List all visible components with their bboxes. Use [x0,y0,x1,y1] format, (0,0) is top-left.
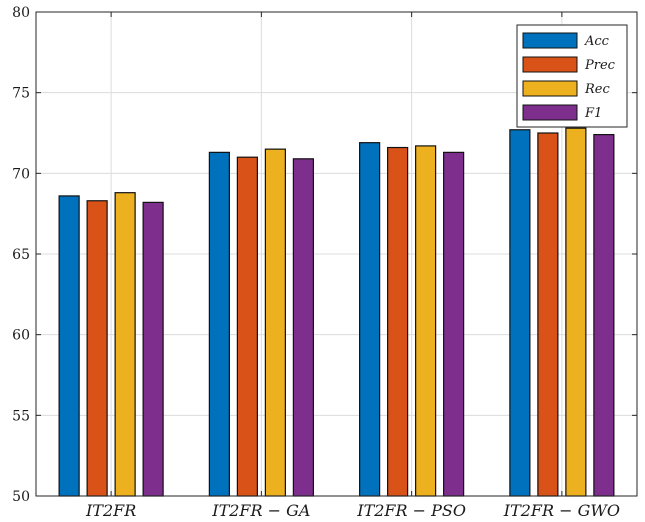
bar-acc-3 [509,129,531,497]
bar-acc-0 [58,195,80,497]
x-axis-tick-labels: IT2FR IT2FR − GA IT2FR − PSO IT2FR − GWO [85,501,620,520]
y-tick-label: 55 [12,408,30,424]
bar-f1-0 [142,201,164,497]
bar-rec-3 [565,127,587,497]
legend-label-prec: Prec [584,58,616,73]
x-tick-label: IT2FR − PSO [356,501,466,520]
bar-prec-1 [236,156,258,497]
bar-f1-1 [292,158,314,497]
y-tick-label: 70 [12,166,30,182]
x-tick-label: IT2FR [85,501,136,520]
legend-label-f1: F1 [584,106,602,121]
legend-swatch-f1 [522,104,578,121]
legend-swatch-rec [522,80,578,97]
y-tick-label: 80 [12,5,30,21]
y-tick-label: 50 [12,489,30,505]
legend: Acc Prec Rec F1 [516,24,628,128]
legend-label-rec: Rec [584,82,610,97]
y-axis-tick-labels: 50 55 60 65 70 75 80 [12,5,30,505]
grid-lines [36,11,637,497]
legend-label-acc: Acc [584,34,610,49]
y-tick-label: 65 [12,247,30,263]
legend-swatch-prec [522,56,578,73]
bar-rec-2 [415,145,437,497]
x-tick-label: IT2FR − GA [211,501,310,520]
bar-prec-3 [537,132,559,497]
legend-swatch-acc [522,32,578,49]
bar-rec-1 [264,148,286,497]
bar-rec-0 [114,192,136,497]
y-tick-label: 75 [12,86,30,102]
bar-acc-1 [208,151,230,497]
axis-ticks [36,11,637,497]
bar-f1-3 [593,134,615,497]
x-tick-label: IT2FR − GWO [503,501,620,520]
bar-prec-2 [387,146,409,497]
bar-f1-2 [443,151,465,497]
y-tick-label: 60 [12,328,30,344]
bar-acc-2 [359,142,381,497]
bar-prec-0 [86,200,108,497]
